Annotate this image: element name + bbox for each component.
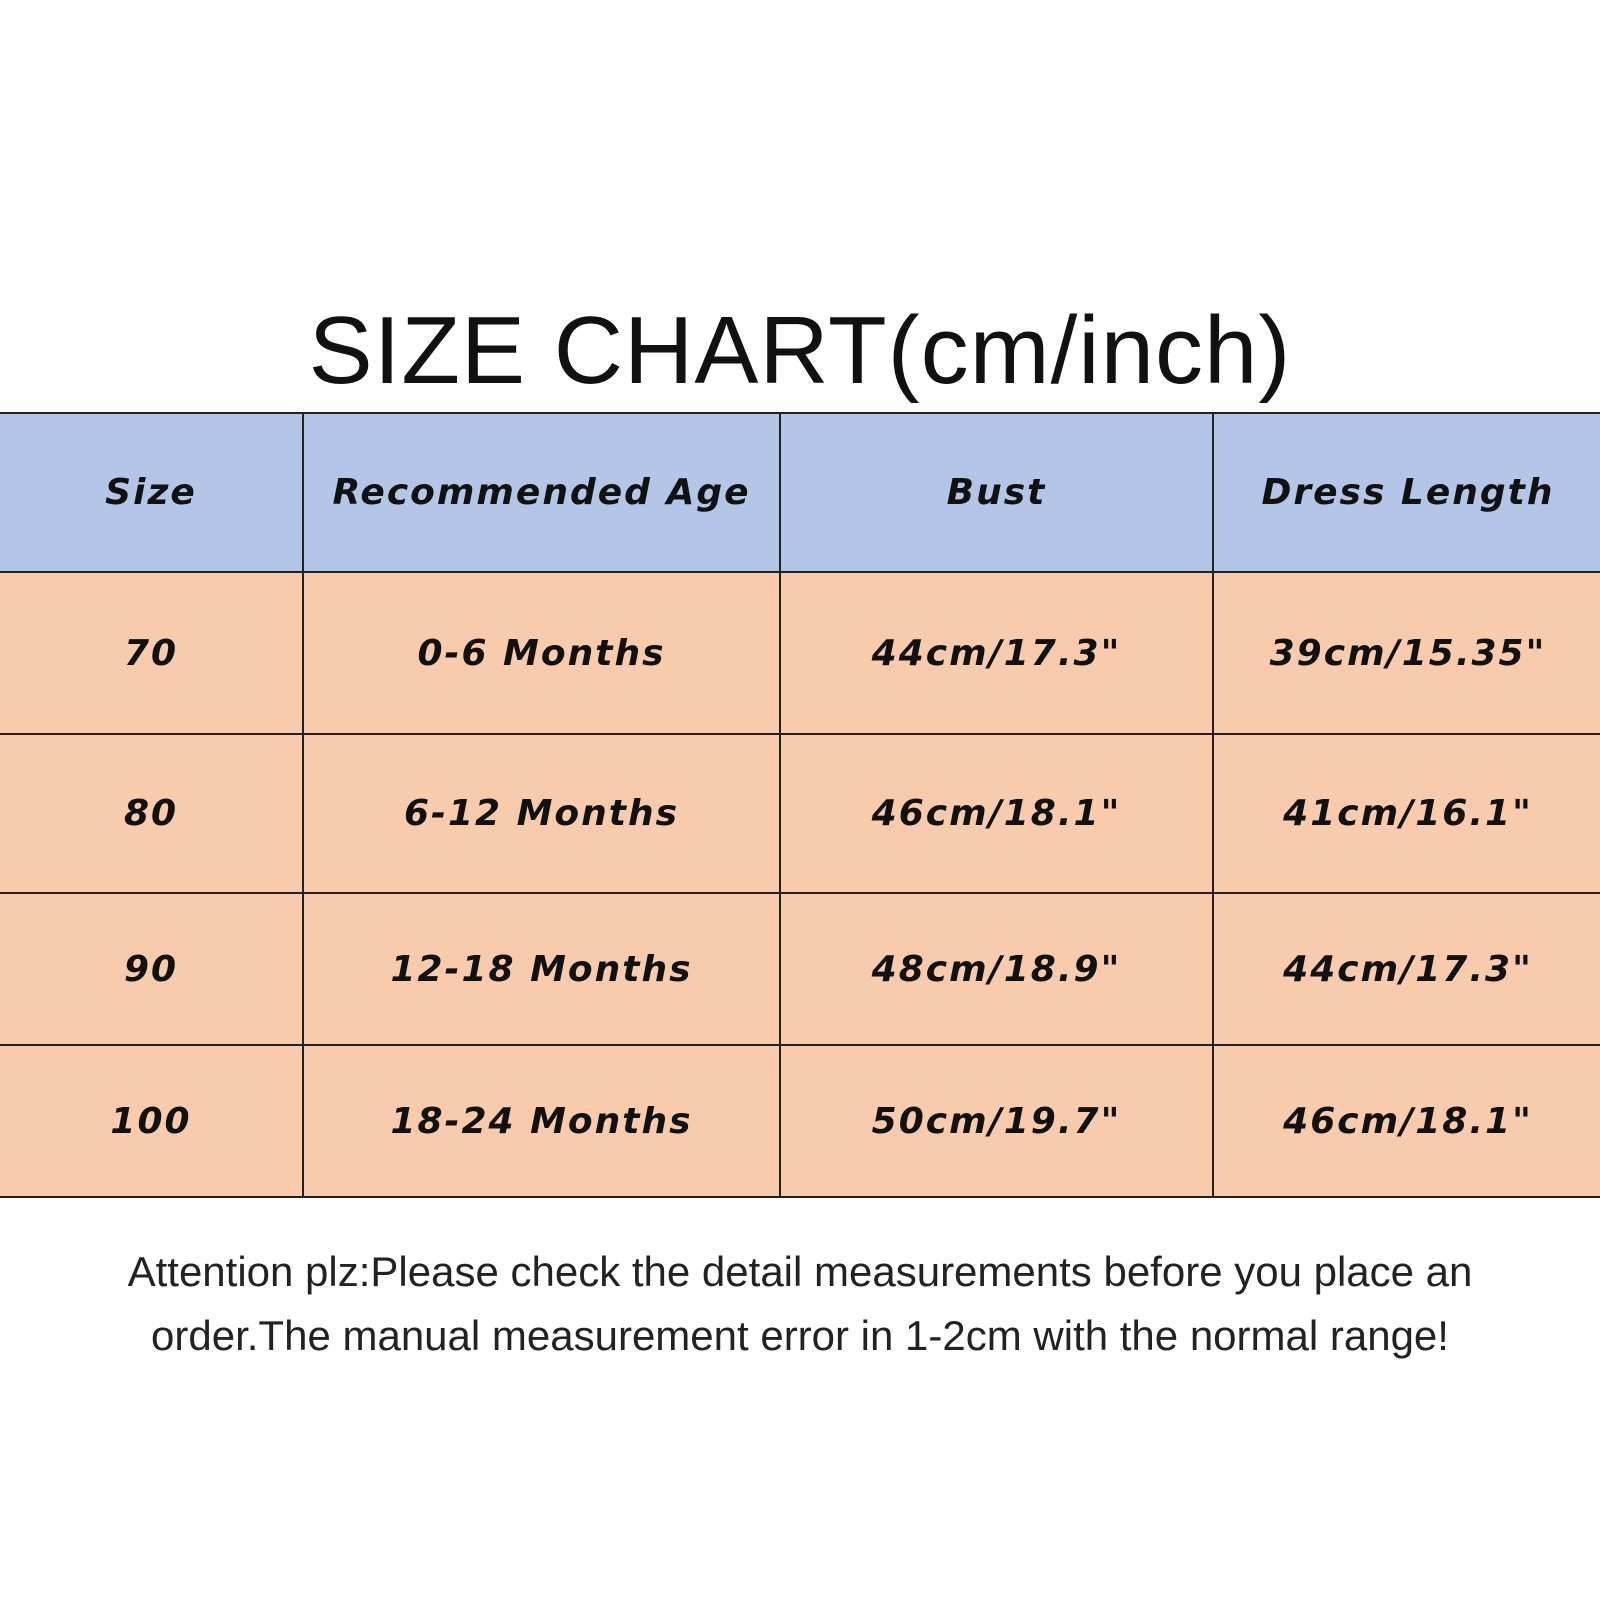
note-line-1: Attention plz:Please check the detail me…	[127, 1248, 1473, 1295]
cell-size: 90	[0, 892, 304, 1046]
cell-bust: 46cm/18.1"	[779, 733, 1214, 894]
header-dress-length: Dress Length	[1212, 412, 1600, 573]
cell-dress-length: 39cm/15.35"	[1212, 571, 1600, 735]
note-line-2: order.The manual measurement error in 1-…	[151, 1312, 1449, 1359]
header-recommended-age: Recommended Age	[302, 412, 781, 573]
table-row: 70 0-6 Months 44cm/17.3" 39cm/15.35"	[0, 571, 1600, 735]
cell-dress-length: 44cm/17.3"	[1212, 892, 1600, 1046]
cell-size: 80	[0, 733, 304, 894]
header-size: Size	[0, 412, 304, 573]
cell-age: 12-18 Months	[302, 892, 781, 1046]
size-chart-table: Size Recommended Age Bust Dress Length 7…	[0, 412, 1600, 1198]
cell-size: 100	[0, 1044, 304, 1198]
table-header-row: Size Recommended Age Bust Dress Length	[0, 412, 1600, 573]
cell-bust: 44cm/17.3"	[779, 571, 1214, 735]
cell-dress-length: 46cm/18.1"	[1212, 1044, 1600, 1198]
table-row: 100 18-24 Months 50cm/19.7" 46cm/18.1"	[0, 1044, 1600, 1198]
cell-age: 6-12 Months	[302, 733, 781, 894]
attention-note: Attention plz:Please check the detail me…	[0, 1240, 1600, 1368]
cell-bust: 48cm/18.9"	[779, 892, 1214, 1046]
page-title: SIZE CHART(cm/inch)	[308, 297, 1292, 404]
cell-bust: 50cm/19.7"	[779, 1044, 1214, 1198]
cell-age: 18-24 Months	[302, 1044, 781, 1198]
header-bust: Bust	[779, 412, 1214, 573]
cell-size: 70	[0, 571, 304, 735]
table-row: 80 6-12 Months 46cm/18.1" 41cm/16.1"	[0, 733, 1600, 894]
table-row: 90 12-18 Months 48cm/18.9" 44cm/17.3"	[0, 892, 1600, 1046]
cell-age: 0-6 Months	[302, 571, 781, 735]
cell-dress-length: 41cm/16.1"	[1212, 733, 1600, 894]
